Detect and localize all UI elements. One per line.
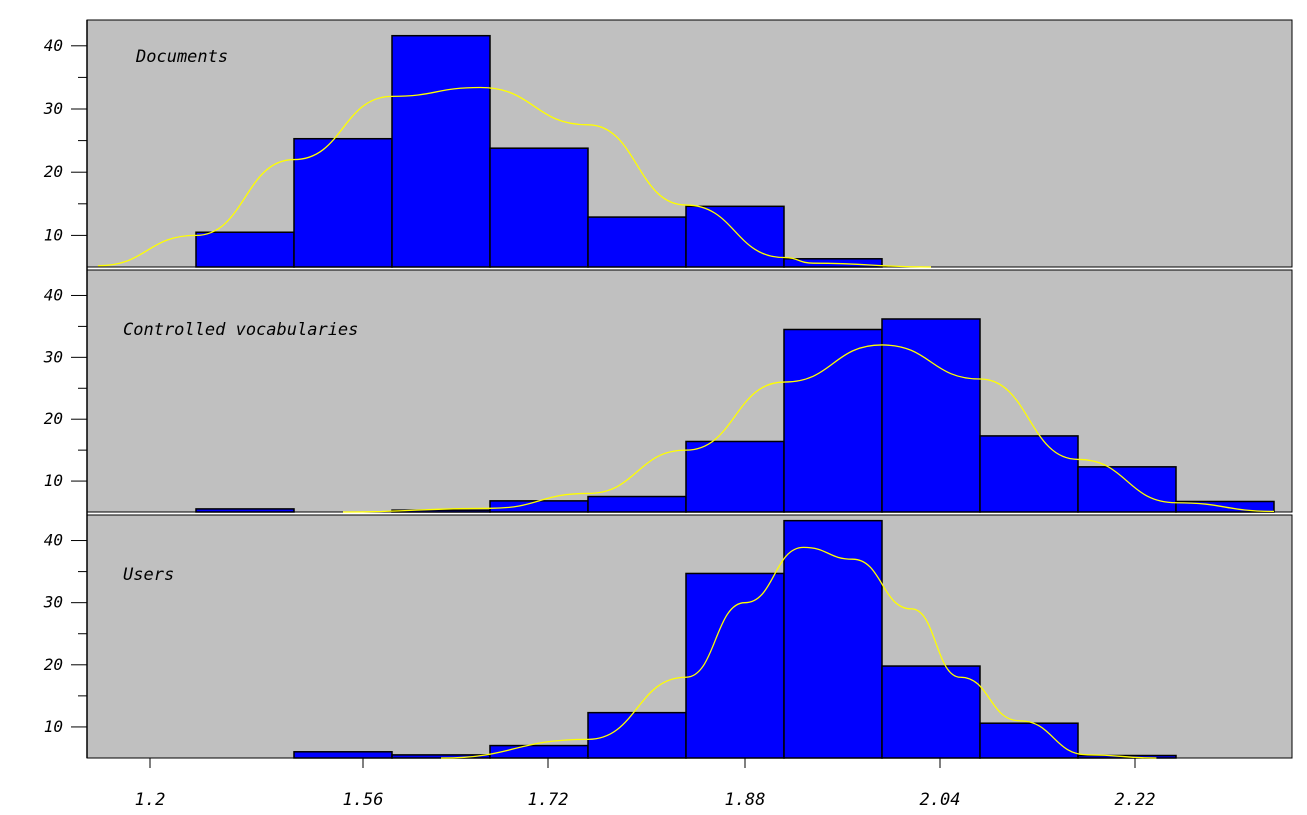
histogram-bar	[587, 216, 687, 268]
y-tick-label: 10	[44, 471, 63, 490]
panel-label: Users	[123, 565, 174, 585]
panel-label: Controlled vocabularies	[123, 320, 358, 340]
histogram-bar	[685, 440, 785, 513]
histogram-bar	[489, 147, 589, 268]
histogram-bar	[293, 137, 393, 268]
y-tick-label: 20	[44, 162, 63, 181]
x-tick-label: 1.2	[135, 790, 166, 810]
y-tick-label: 40	[44, 531, 63, 550]
histogram-bar	[979, 722, 1079, 759]
y-tick-label: 10	[44, 717, 63, 736]
histogram-bar	[195, 231, 295, 268]
histogram-bar	[685, 205, 785, 268]
x-tick-label: 2.22	[1115, 790, 1156, 810]
x-tick-label: 1.56	[343, 790, 384, 810]
fitted-normal-curve	[97, 86, 932, 268]
histogram-bar	[391, 34, 491, 268]
histogram-bar	[1077, 466, 1177, 513]
histogram-bar	[489, 500, 589, 513]
histogram-bar	[489, 744, 589, 759]
histogram-bar	[979, 435, 1079, 513]
histogram-bar	[685, 572, 785, 759]
panel-label: Documents	[135, 47, 228, 67]
x-tick-label: 1.72	[528, 790, 569, 810]
fitted-normal-curve	[342, 344, 1275, 513]
histogram-bar	[881, 318, 981, 513]
y-tick-label: 20	[44, 409, 63, 428]
y-tick-label: 30	[43, 99, 63, 118]
y-tick-label: 30	[43, 347, 63, 366]
y-tick-label: 40	[44, 36, 63, 55]
panel-3: 10 20 30 40 Users	[43, 514, 1293, 759]
y-tick-label: 20	[44, 655, 63, 674]
fitted-normal-curve	[440, 546, 1157, 759]
y-tick-label: 30	[43, 593, 63, 612]
histogram-bar	[881, 665, 981, 759]
histogram-bar	[293, 751, 393, 759]
x-tick-label: 2.04	[920, 790, 961, 810]
histogram-bar	[783, 519, 883, 759]
histogram-bar	[195, 508, 295, 513]
y-tick-label: 40	[44, 285, 63, 304]
histogram-bar	[587, 711, 687, 759]
histogram-bar	[783, 328, 883, 513]
panel-2: 10 20 30 40 Controlled vocabularies	[43, 269, 1293, 513]
panel-1: 10 20 30 40 Documents	[43, 19, 1293, 268]
histogram-bar	[587, 495, 687, 513]
y-tick-label: 10	[44, 225, 63, 244]
x-tick-label: 1.88	[725, 790, 766, 810]
